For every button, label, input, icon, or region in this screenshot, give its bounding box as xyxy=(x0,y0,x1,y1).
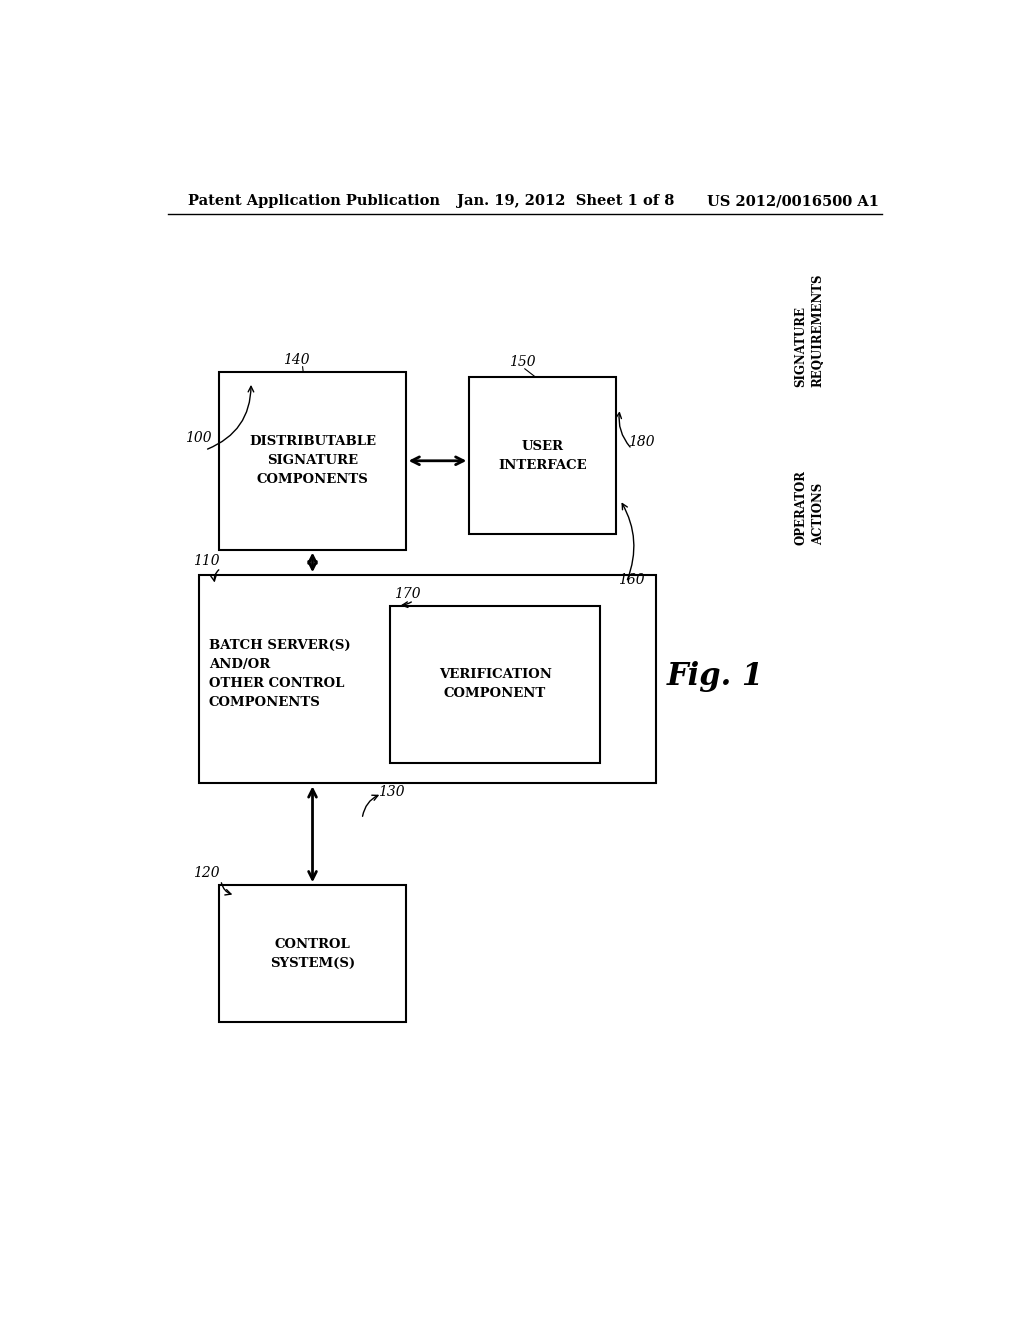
Text: BATCH SERVER(S)
AND/OR
OTHER CONTROL
COMPONENTS: BATCH SERVER(S) AND/OR OTHER CONTROL COM… xyxy=(209,639,350,709)
Bar xyxy=(390,606,600,763)
Text: OPERATOR
ACTIONS: OPERATOR ACTIONS xyxy=(795,470,824,545)
Text: 180: 180 xyxy=(628,436,654,449)
Text: USER
INTERFACE: USER INTERFACE xyxy=(499,440,587,471)
Bar xyxy=(219,372,406,549)
Bar xyxy=(469,378,616,535)
Text: Jan. 19, 2012  Sheet 1 of 8: Jan. 19, 2012 Sheet 1 of 8 xyxy=(458,194,675,209)
Text: Fig. 1: Fig. 1 xyxy=(667,661,764,692)
Text: US 2012/0016500 A1: US 2012/0016500 A1 xyxy=(708,194,880,209)
Text: Patent Application Publication: Patent Application Publication xyxy=(187,194,439,209)
Text: CONTROL
SYSTEM(S): CONTROL SYSTEM(S) xyxy=(270,937,355,970)
Text: 140: 140 xyxy=(283,352,309,367)
Text: 170: 170 xyxy=(394,586,421,601)
Text: 110: 110 xyxy=(194,554,220,568)
Text: 100: 100 xyxy=(185,432,212,445)
Bar xyxy=(200,576,655,784)
Text: SIGNATURE
REQUIREMENTS: SIGNATURE REQUIREMENTS xyxy=(795,273,824,387)
Text: VERIFICATION
COMPONENT: VERIFICATION COMPONENT xyxy=(438,668,552,701)
Text: 150: 150 xyxy=(509,355,536,368)
Bar xyxy=(219,886,406,1022)
Text: 130: 130 xyxy=(378,784,404,799)
Text: DISTRIBUTABLE
SIGNATURE
COMPONENTS: DISTRIBUTABLE SIGNATURE COMPONENTS xyxy=(249,436,376,486)
Text: 120: 120 xyxy=(194,866,220,880)
Text: 160: 160 xyxy=(618,573,645,587)
